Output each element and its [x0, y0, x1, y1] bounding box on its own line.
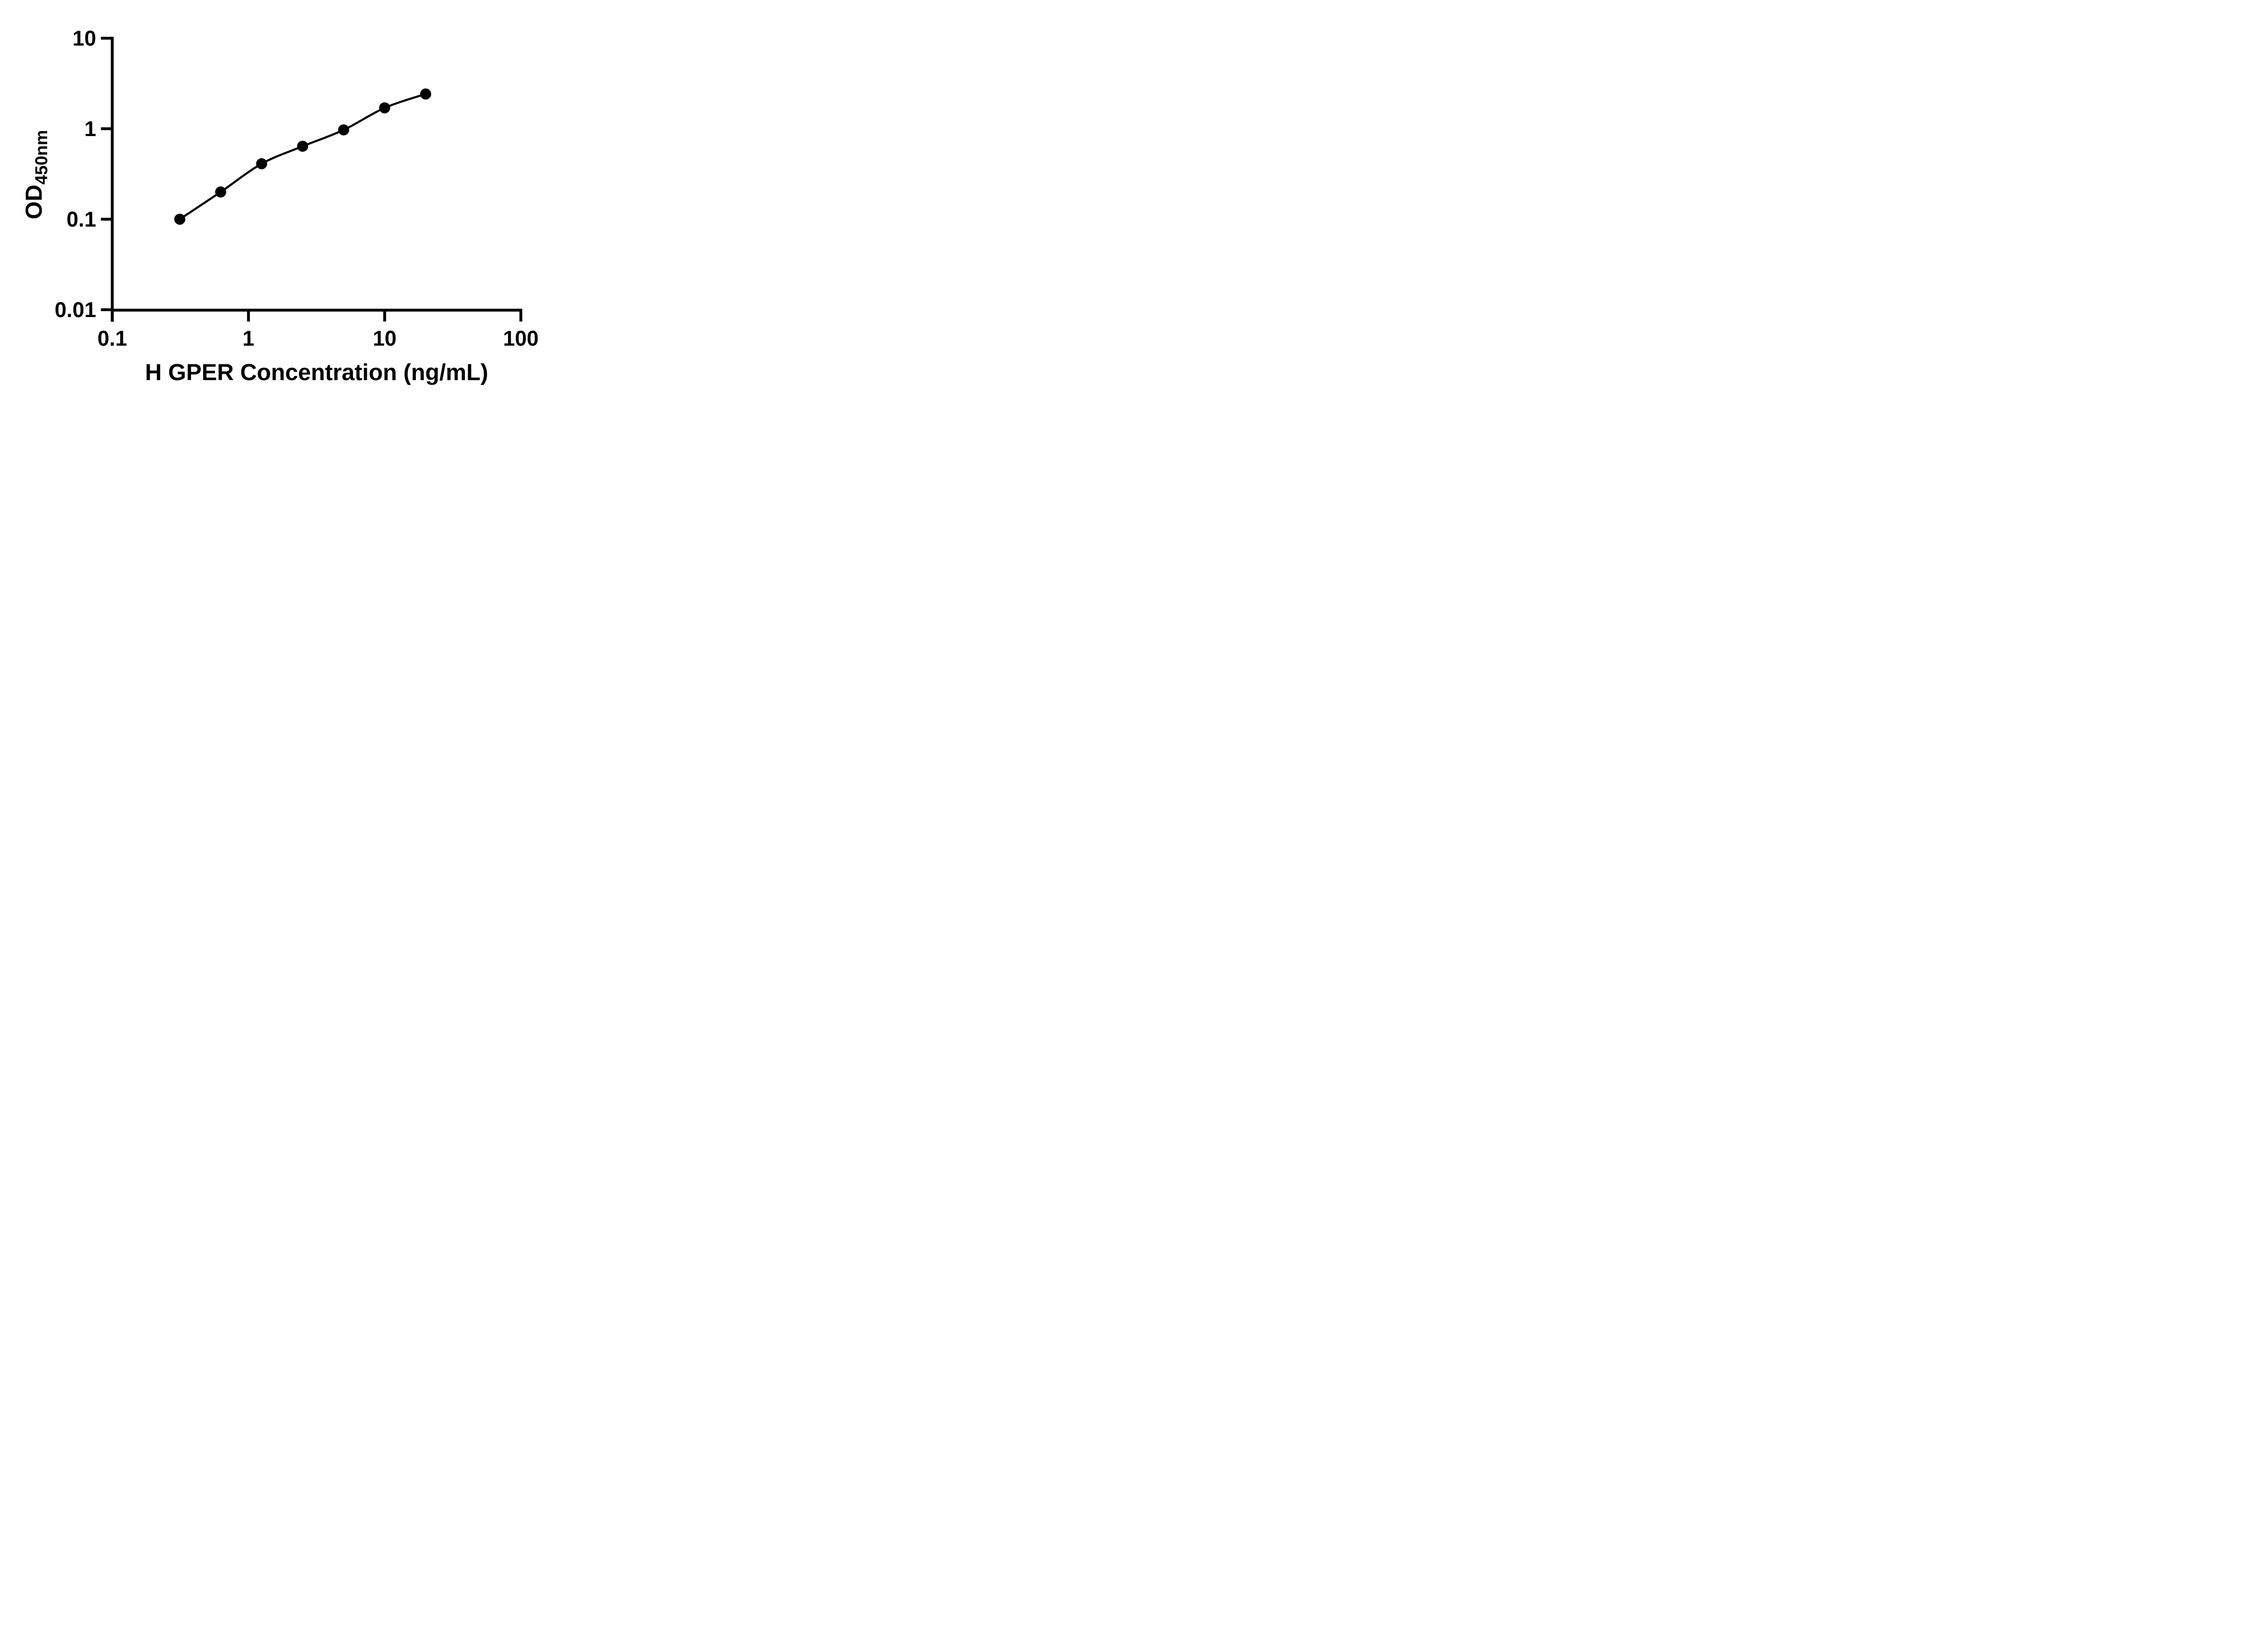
y-tick-label: 0.1	[67, 207, 96, 231]
x-tick-label: 1	[243, 326, 254, 350]
data-point-marker	[297, 141, 308, 152]
y-axis-title-subscript: 450nm	[32, 130, 51, 185]
data-point-marker	[379, 102, 391, 113]
data-point-marker	[256, 158, 267, 170]
y-axis-title: OD450nm	[21, 130, 51, 220]
y-tick-label: 1	[84, 117, 96, 141]
x-tick-label: 10	[373, 326, 396, 350]
y-axis-title-main: OD	[21, 185, 47, 220]
data-point-marker	[420, 88, 431, 100]
x-axis-title: H GPER Concentration (ng/mL)	[145, 359, 488, 385]
data-point-marker	[174, 214, 186, 225]
x-tick-label: 0.1	[98, 326, 127, 350]
labels-layer: H GPER Concentration (ng/mL) OD450nm	[21, 130, 488, 385]
series-layer	[174, 88, 431, 225]
y-tick-label: 0.01	[55, 298, 96, 322]
data-point-marker	[215, 186, 226, 198]
data-point-marker	[338, 124, 349, 136]
standard-curve-line	[179, 93, 426, 220]
y-tick-label: 10	[73, 26, 96, 50]
elisa-standard-curve-figure: 0.1 1 10 100 10 1 0.1 0.01 H GPER Concentration…	[0, 0, 583, 408]
x-tick-label: 100	[503, 326, 538, 350]
